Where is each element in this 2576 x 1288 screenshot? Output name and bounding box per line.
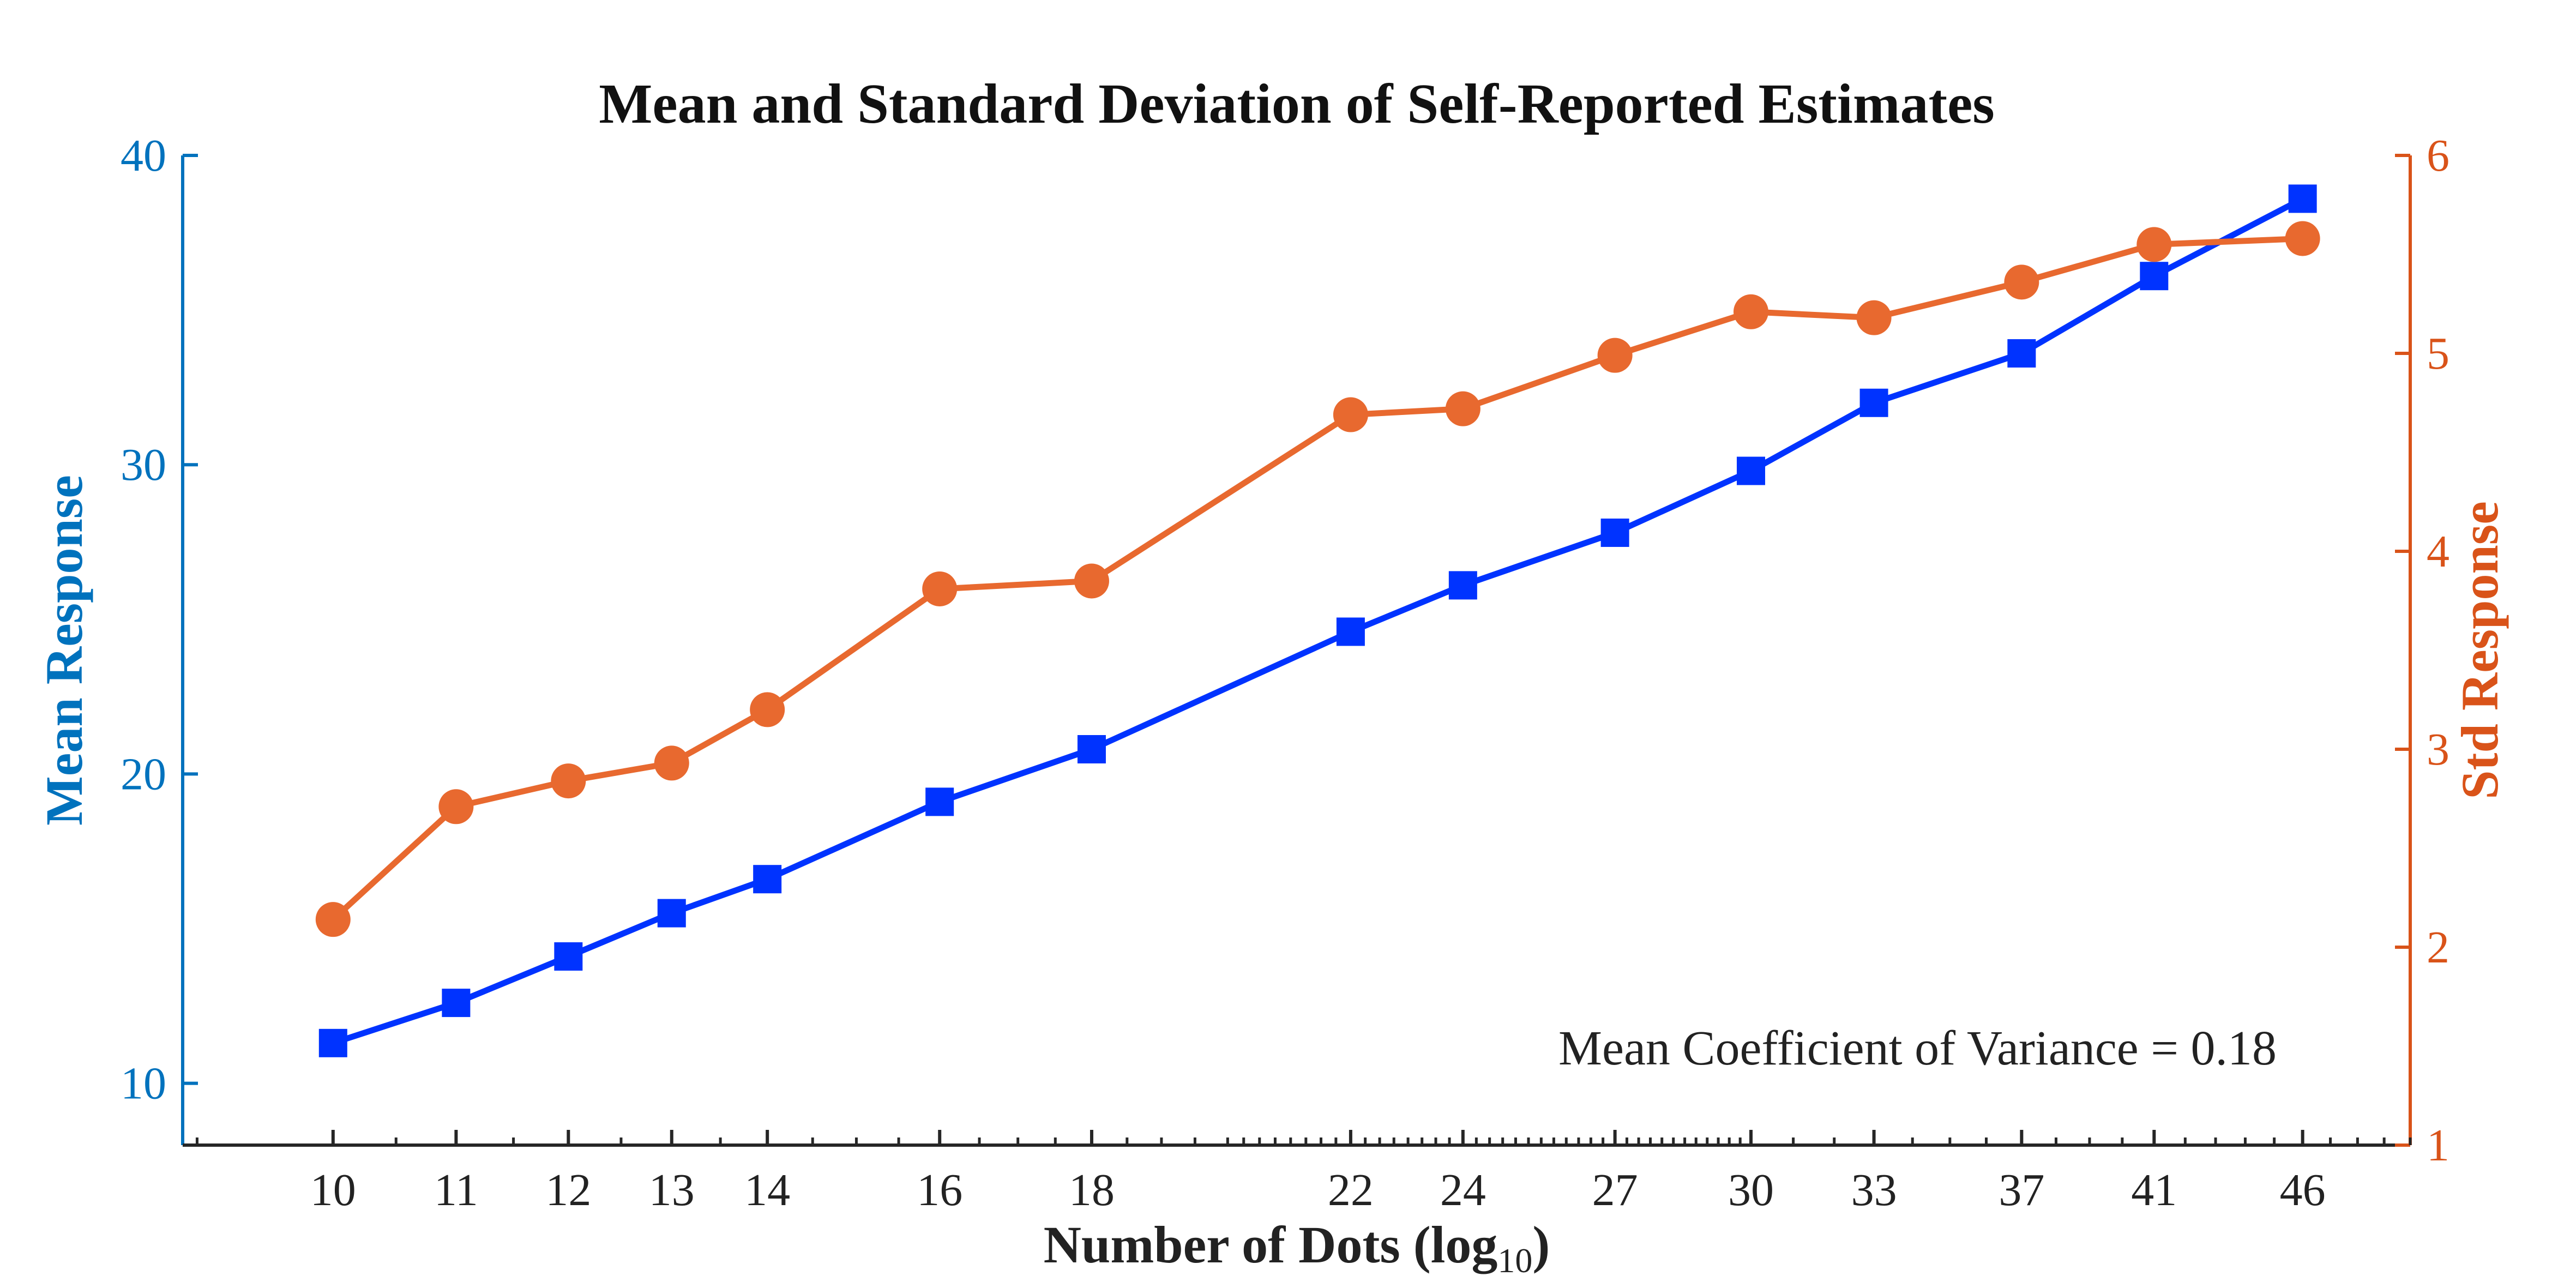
std-response-point <box>1856 300 1892 335</box>
mean-response-point <box>753 865 782 894</box>
mean-response-line <box>332 196 2304 1046</box>
std-response-point <box>315 902 351 937</box>
std-response-point <box>750 692 785 727</box>
y-left-tick-label: 20 <box>121 749 166 799</box>
y-right-tick-label: 4 <box>2427 526 2449 577</box>
mean-response-point <box>2288 184 2317 213</box>
std-response-point <box>438 789 474 824</box>
std-response-point <box>1333 397 1368 432</box>
std-response-line <box>331 236 2303 922</box>
mean-response-point <box>1336 617 1365 646</box>
std-response-point <box>654 745 689 781</box>
y-right-tick-label: 1 <box>2427 1120 2449 1171</box>
mean-response-point <box>657 899 686 928</box>
y-right-tick-label: 2 <box>2427 922 2449 973</box>
x-tick-label: 18 <box>1069 1165 1115 1215</box>
y-left-tick-label: 30 <box>121 440 166 490</box>
y-left-tick-label: 40 <box>121 130 166 181</box>
y-right-axis-label: Std Response <box>2451 501 2509 799</box>
std-response-point <box>1074 563 1109 599</box>
mean-response-point <box>554 942 583 971</box>
mean-response-point <box>1736 456 1765 485</box>
x-tick-label: 13 <box>649 1165 695 1215</box>
x-axis-label-suffix: ) <box>1532 1215 1550 1274</box>
mean-response-point <box>318 1028 347 1057</box>
x-tick-label: 33 <box>1851 1165 1897 1215</box>
x-tick-label: 22 <box>1328 1165 1374 1215</box>
x-tick-label: 30 <box>1728 1165 1774 1215</box>
std-response-point <box>1597 338 1633 373</box>
std-response-point <box>2136 227 2172 262</box>
std-response-point <box>2285 221 2320 256</box>
mean-response-point <box>925 787 954 816</box>
x-tick-label: 46 <box>2280 1165 2326 1215</box>
x-tick-label: 11 <box>434 1165 478 1215</box>
std-response-point <box>922 571 958 606</box>
mean-response-point <box>1600 518 1629 547</box>
mean-response-point <box>1077 735 1106 763</box>
x-tick-label: 16 <box>917 1165 962 1215</box>
coefficient-annotation: Mean Coefficient of Variance = 0.18 <box>1558 1021 2277 1075</box>
mean-response-point <box>2140 262 2169 291</box>
mean-response-point <box>1859 388 1888 417</box>
chart-title: Mean and Standard Deviation of Self-Repo… <box>599 73 1994 135</box>
x-tick-label: 41 <box>2131 1165 2177 1215</box>
std-response-point <box>2004 264 2039 300</box>
y-right-tick-label: 5 <box>2427 328 2449 379</box>
mean-response-point <box>1448 571 1477 600</box>
y-right-tick-label: 6 <box>2427 130 2449 181</box>
x-axis-label: Number of Dots (log10) <box>1044 1215 1550 1280</box>
mean-response-point <box>2007 339 2036 368</box>
x-tick-label: 27 <box>1592 1165 1638 1215</box>
std-response-point <box>551 763 586 799</box>
std-response-point <box>1445 391 1480 426</box>
std-response-point <box>1733 294 1768 329</box>
x-tick-label: 37 <box>1999 1165 2044 1215</box>
x-tick-label: 14 <box>744 1165 790 1215</box>
mean-response-point <box>442 989 471 1018</box>
x-axis-label-subscript: 10 <box>1497 1241 1532 1280</box>
x-tick-label: 10 <box>310 1165 356 1215</box>
x-tick-label: 12 <box>545 1165 591 1215</box>
x-tick-label: 24 <box>1440 1165 1486 1215</box>
x-axis-label-main: Number of Dots (log <box>1044 1215 1498 1274</box>
y-right-tick-label: 3 <box>2427 724 2449 775</box>
y-left-axis-label: Mean Response <box>35 475 93 826</box>
y-left-tick-label: 10 <box>121 1058 166 1109</box>
